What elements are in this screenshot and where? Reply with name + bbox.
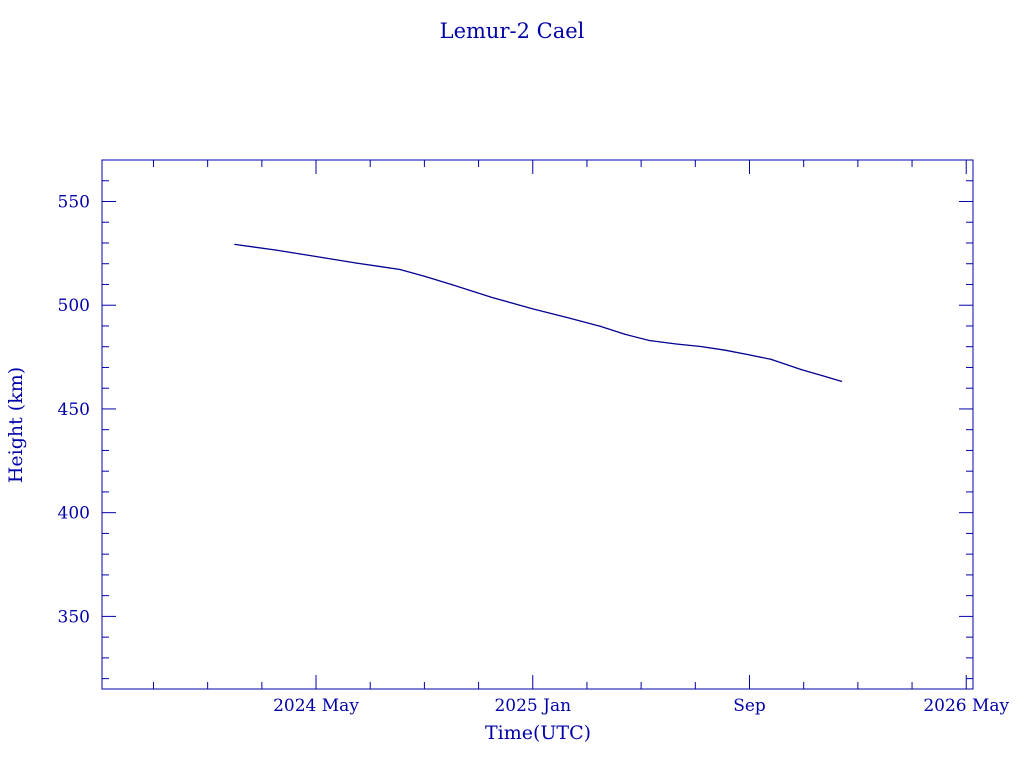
- plot-frame: [101, 159, 974, 690]
- y-tick-label: 400: [58, 504, 90, 524]
- series-line-height: [234, 243, 842, 383]
- data-point: [700, 345, 702, 348]
- data-point: [450, 283, 453, 286]
- data-point: [356, 262, 358, 264]
- y-axis-label: Height (km): [5, 367, 27, 483]
- data-point: [624, 333, 626, 335]
- x-tick-label: 2024 May: [273, 696, 359, 716]
- x-tick-label: Sep: [733, 696, 766, 716]
- x-axis-label: Time(UTC): [485, 722, 591, 744]
- data-point: [234, 243, 236, 246]
- y-tick-label: 450: [58, 400, 90, 420]
- data-point: [599, 325, 602, 327]
- data-point: [746, 353, 748, 355]
- data-point: [532, 308, 534, 310]
- data-point: [491, 296, 493, 299]
- data-point: [822, 375, 824, 377]
- chart-title: Lemur-2 Cael: [440, 19, 585, 43]
- data-point: [724, 349, 726, 351]
- data-point: [399, 268, 401, 271]
- x-tick-label: 2025 Jan: [494, 696, 571, 716]
- axis-ticks: 350 400 450 500 550 2024 May 2025 Jan Sep 2026 M…: [58, 159, 1010, 716]
- x-tick-label: 2026 May: [923, 696, 1009, 716]
- data-point: [675, 343, 677, 345]
- data-point: [800, 368, 802, 371]
- y-tick-label: 550: [58, 192, 90, 212]
- data-point: [567, 317, 569, 319]
- data-point: [841, 380, 843, 382]
- data-point: [648, 339, 650, 342]
- y-tick-label: 350: [58, 607, 90, 627]
- data-point: [770, 358, 772, 360]
- data-point: [423, 275, 425, 277]
- data-point: [274, 249, 276, 251]
- y-tick-label: 500: [58, 296, 90, 316]
- series-layer: [234, 243, 843, 383]
- data-point: [315, 255, 317, 258]
